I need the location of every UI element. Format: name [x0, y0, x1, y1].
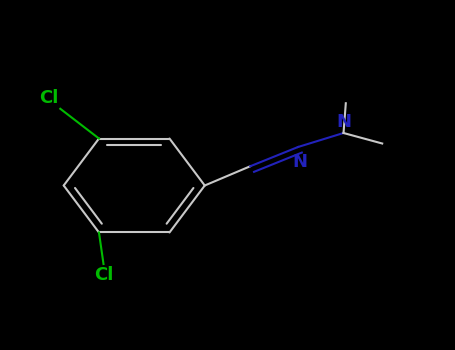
Text: N: N — [336, 113, 351, 131]
Text: Cl: Cl — [39, 89, 58, 107]
Text: Cl: Cl — [94, 266, 113, 284]
Text: N: N — [293, 153, 308, 171]
